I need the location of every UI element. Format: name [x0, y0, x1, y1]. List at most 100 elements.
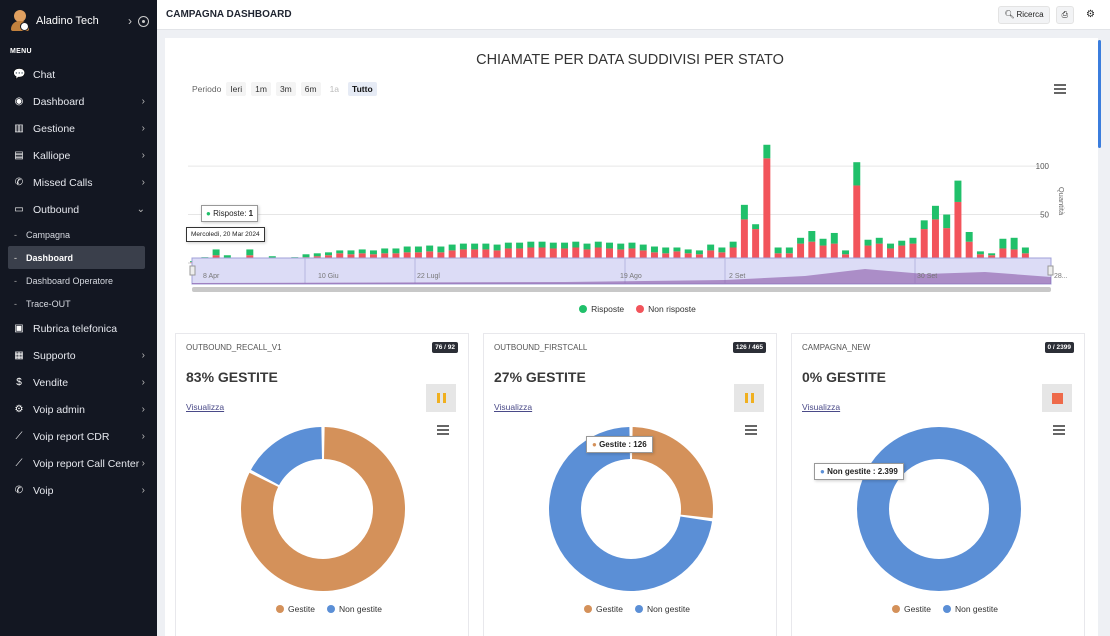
slice-gestite[interactable]	[240, 427, 405, 591]
donut-chart	[240, 427, 405, 591]
sidebar-item-label: Vendite	[33, 376, 69, 389]
sidebar-item-vendite[interactable]: $ Vendite ›	[0, 369, 157, 396]
percent-managed: 27% GESTITE	[494, 369, 586, 385]
chart-menu-icon[interactable]	[1054, 84, 1066, 94]
bar-risposte	[819, 238, 827, 246]
id-card-icon: ▤	[14, 150, 24, 161]
legend-item[interactable]: Gestite	[904, 604, 931, 614]
target-icon[interactable]	[138, 15, 149, 27]
view-link[interactable]: Visualizza	[802, 402, 841, 412]
submenu-item-trace-out[interactable]: - Trace-OUT	[8, 292, 145, 315]
donut-chart	[857, 427, 1021, 591]
bar-risposte	[707, 244, 715, 251]
bar-risposte	[606, 242, 613, 249]
sidebar-item-missed-calls[interactable]: ✆ Missed Calls ›	[0, 169, 157, 196]
scrollbar[interactable]	[1098, 40, 1101, 148]
chevron-icon: ⌄	[136, 204, 145, 215]
legend-item[interactable]: Gestite	[288, 604, 315, 614]
chevron-right-icon[interactable]: ›	[128, 14, 132, 28]
bar-non-risposte	[965, 241, 973, 263]
count-badge: 76 / 92	[432, 342, 458, 353]
legend-item[interactable]: Non gestite	[646, 604, 690, 614]
campaign-card: CAMPAGNA_NEW 0 / 2399 0% GESTITE Visualizza…	[791, 333, 1085, 636]
bar-risposte	[909, 237, 917, 244]
bar-non-risposte	[673, 251, 681, 263]
sidebar-item-kalliope[interactable]: ▤ Kalliope ›	[0, 142, 157, 169]
legend-item[interactable]: Non risposte	[648, 304, 696, 314]
bar-risposte	[583, 243, 591, 250]
chevron-icon: ›	[141, 123, 145, 134]
bar-risposte	[482, 243, 490, 250]
bar-non-risposte	[875, 243, 883, 263]
submenu-item-campagna[interactable]: - Campagna	[8, 223, 145, 246]
bar-non-risposte	[493, 250, 501, 263]
submenu-item-dashboard-operatore[interactable]: - Dashboard Operatore	[8, 269, 145, 292]
period-button-3m[interactable]: 3m	[275, 82, 296, 96]
bar-risposte	[740, 204, 748, 220]
navigator-label: 10 Giu	[318, 273, 339, 280]
bar-non-risposte	[763, 158, 771, 263]
bar-non-risposte	[516, 248, 524, 263]
legend-item[interactable]: Gestite	[596, 604, 623, 614]
bar-risposte	[943, 214, 951, 229]
slice-non-gestite[interactable]	[250, 427, 323, 486]
bar-risposte	[976, 251, 984, 255]
bar-risposte	[313, 253, 321, 257]
sidebar-item-label: Gestione	[33, 122, 76, 135]
print-button[interactable]: ⎙	[1055, 5, 1075, 24]
sidebar-item-label: Voip	[33, 484, 54, 497]
range-navigator[interactable]: 8 Apr 10 Giu 22 Lugl 19 Ago 2 Set 30 Set 28...	[165, 256, 1098, 296]
print-icon: ⎙	[1061, 9, 1069, 19]
bar-risposte	[516, 242, 524, 249]
bar-non-risposte	[920, 229, 928, 263]
view-link[interactable]: Visualizza	[494, 402, 533, 412]
legend-item[interactable]: Non gestite	[338, 604, 382, 614]
sidebar-item-rubrica-telefonica[interactable]: ▣ Rubrica telefonica	[0, 315, 157, 342]
sidebar-item-voip-admin[interactable]: ⚙ Voip admin ›	[0, 396, 157, 423]
date-tooltip: Mercoledì, 20 Mar 2024	[186, 227, 265, 242]
sidebar-item-dashboard[interactable]: ◉ Dashboard ›	[0, 88, 157, 115]
sidebar-item-outbound[interactable]: ▭ Outbound ⌄	[0, 196, 157, 223]
legend-item[interactable]: Non gestite	[954, 604, 998, 614]
period-button-ieri[interactable]: Ieri	[226, 82, 247, 96]
settings-button[interactable]: ⚙	[1080, 5, 1101, 24]
sidebar-item-voip[interactable]: ✆ Voip ›	[0, 477, 157, 504]
user-gear-icon: ⚙	[14, 404, 24, 415]
period-button-6m[interactable]: 6m	[300, 82, 321, 96]
sidebar-item-voip-report-call-center[interactable]: ⟋ Voip report Call Center ›	[0, 450, 157, 477]
brand-header[interactable]: Aladino Tech ›	[0, 0, 157, 42]
sidebar-item-voip-report-cdr[interactable]: ⟋ Voip report CDR ›	[0, 423, 157, 450]
slice-non-gestite[interactable]	[857, 427, 1021, 591]
chevron-icon: ›	[141, 96, 145, 107]
sidebar-item-chat[interactable]: 💬 Chat	[0, 61, 157, 88]
bar-non-risposte	[931, 219, 939, 263]
chart-menu-icon[interactable]	[745, 425, 757, 435]
sidebar-item-gestione[interactable]: ▥ Gestione ›	[0, 115, 157, 142]
period-button-1m[interactable]: 1m	[251, 82, 271, 96]
search-button[interactable]: 🔍︎ Ricerca	[998, 5, 1050, 24]
sidebar-item-label: Dashboard	[33, 95, 85, 108]
sidebar-item-supporto[interactable]: ▦ Supporto ›	[0, 342, 157, 369]
sidebar-item-label: Rubrica telefonica	[33, 322, 118, 335]
period-button-1a[interactable]: 1a	[329, 84, 340, 94]
bar-risposte	[965, 231, 973, 242]
main-legend: Risposte Non risposte	[165, 304, 1098, 314]
bar-risposte	[414, 246, 422, 253]
pause-button[interactable]	[426, 384, 456, 412]
legend-item[interactable]: Risposte	[591, 304, 625, 314]
bar-risposte	[999, 238, 1007, 249]
bar-risposte	[369, 250, 377, 255]
sidebar-item-label: Outbound	[33, 203, 80, 216]
chart-menu-icon[interactable]	[1053, 425, 1065, 435]
legend-dot	[584, 605, 593, 613]
pause-button[interactable]	[734, 384, 764, 412]
bar-risposte	[437, 246, 445, 253]
slice-non-gestite[interactable]	[549, 427, 713, 591]
legend-dot	[892, 605, 901, 613]
submenu-item-dashboard[interactable]: - Dashboard	[8, 246, 145, 269]
chart-menu-icon[interactable]	[437, 425, 449, 435]
view-link[interactable]: Visualizza	[186, 402, 225, 412]
stop-button[interactable]	[1042, 384, 1072, 412]
period-button-tutto[interactable]: Tutto	[348, 82, 377, 96]
bar-risposte	[639, 244, 647, 251]
